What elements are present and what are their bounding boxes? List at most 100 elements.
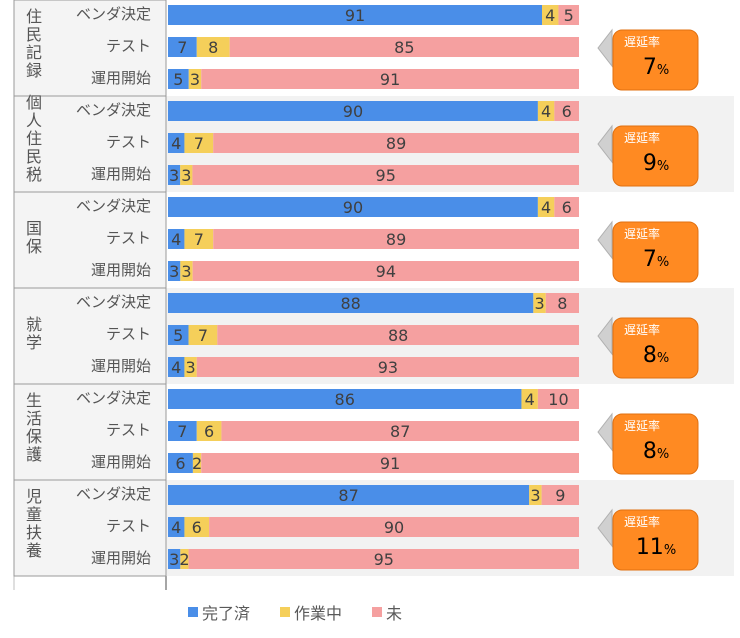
bar-segment <box>180 261 193 281</box>
data-label: 88 <box>388 326 408 345</box>
data-label: 95 <box>374 550 394 569</box>
data-label: 8 <box>557 294 567 313</box>
data-label: 3 <box>181 166 191 185</box>
data-label: 5 <box>173 70 183 89</box>
bar-segment <box>188 549 580 569</box>
data-label: 3 <box>186 358 196 377</box>
callout-pointer <box>597 508 613 548</box>
data-label: 87 <box>338 486 358 505</box>
data-label: 89 <box>386 134 406 153</box>
legend-label-done: 完了済 <box>202 604 251 623</box>
delay-rate-label: 遅延率 <box>624 226 660 241</box>
bar-segment <box>554 101 579 121</box>
data-label: 3 <box>530 486 540 505</box>
bar-segment <box>168 197 538 217</box>
group-label-cell <box>13 479 167 577</box>
data-label: 4 <box>545 6 555 25</box>
delay-rate-label: 遅延率 <box>624 514 660 529</box>
bar-segment <box>168 485 530 505</box>
row-label: 運用開始 <box>91 69 151 87</box>
bar-segment <box>168 421 197 441</box>
bar-segment <box>537 101 555 121</box>
bar-segment <box>168 133 185 153</box>
group-name: 児童扶養 <box>23 488 42 560</box>
bar-segment <box>168 453 193 473</box>
data-label: 3 <box>190 70 200 89</box>
data-label: 7 <box>194 134 204 153</box>
bar-segment <box>541 485 579 505</box>
delay-rate-label: 遅延率 <box>624 322 660 337</box>
bar-segment <box>545 293 579 313</box>
data-label: 86 <box>335 390 355 409</box>
bar-segment <box>168 549 181 569</box>
bar-segment <box>196 421 222 441</box>
group-label-cell <box>13 287 167 385</box>
data-label: 6 <box>192 518 202 537</box>
delay-rate-box <box>612 317 699 379</box>
row-label: テスト <box>106 37 151 55</box>
data-label: 89 <box>386 230 406 249</box>
row-label: ベンダ決定 <box>76 197 151 215</box>
legend-label-not-started: 未 <box>386 604 403 623</box>
delay-rate-box <box>612 413 699 475</box>
data-label: 7 <box>198 326 208 345</box>
legend: 完了済 作業中 未 <box>188 600 402 624</box>
data-label: 94 <box>376 262 396 281</box>
bar-segment <box>168 357 185 377</box>
data-label: 4 <box>541 102 551 121</box>
bar-segment <box>188 69 202 89</box>
bar-segment <box>537 197 555 217</box>
bar-segment <box>168 5 543 25</box>
bar-segment <box>168 69 189 89</box>
bar-segment <box>180 165 193 185</box>
data-label: 7 <box>194 230 204 249</box>
data-label: 4 <box>541 198 551 217</box>
data-label: 91 <box>380 454 400 473</box>
data-label: 3 <box>169 550 179 569</box>
legend-label-in-progress: 作業中 <box>294 604 343 623</box>
group-label-cell <box>13 0 167 97</box>
callout-pointer <box>597 28 613 68</box>
callout-pointer <box>597 124 613 164</box>
data-label: 95 <box>376 166 396 185</box>
row-label: テスト <box>106 325 151 343</box>
data-label: 6 <box>175 454 185 473</box>
data-label: 2 <box>179 550 189 569</box>
bar-segment <box>196 37 230 57</box>
row-label: テスト <box>106 133 151 151</box>
bar-segment <box>213 133 579 153</box>
row-label: ベンダ決定 <box>76 485 151 503</box>
row-label: ベンダ決定 <box>76 293 151 311</box>
bar-segment <box>184 357 197 377</box>
group-label-cell <box>13 95 167 193</box>
callout-pointer <box>597 220 613 260</box>
bar-segment <box>537 389 579 409</box>
bar-segment <box>554 197 579 217</box>
legend-swatch-done <box>188 607 198 617</box>
delay-rate-box <box>612 509 699 571</box>
bar-segment <box>168 325 189 345</box>
data-label: 7 <box>177 38 187 57</box>
row-label: 運用開始 <box>91 165 151 183</box>
bar-segment <box>229 37 579 57</box>
row-label: テスト <box>106 229 151 247</box>
delay-rate-value: 7% <box>643 247 669 272</box>
bar-segment <box>521 389 538 409</box>
data-label: 6 <box>204 422 214 441</box>
row-label: 運用開始 <box>91 453 151 471</box>
bar-segment <box>201 69 579 89</box>
data-label: 7 <box>177 422 187 441</box>
data-label: 3 <box>169 262 179 281</box>
data-label: 6 <box>562 198 572 217</box>
data-label: 88 <box>340 294 360 313</box>
group-name: 個人住民税 <box>23 94 42 184</box>
delay-rate-value: 11% <box>636 535 676 560</box>
legend-item-in-progress: 作業中 <box>280 600 342 624</box>
bar-segment <box>201 453 579 473</box>
row-label: 運用開始 <box>91 357 151 375</box>
bar-segment <box>184 229 214 249</box>
data-label: 4 <box>171 358 181 377</box>
data-label: 4 <box>171 230 181 249</box>
data-label: 3 <box>181 262 191 281</box>
data-label: 90 <box>384 518 404 537</box>
